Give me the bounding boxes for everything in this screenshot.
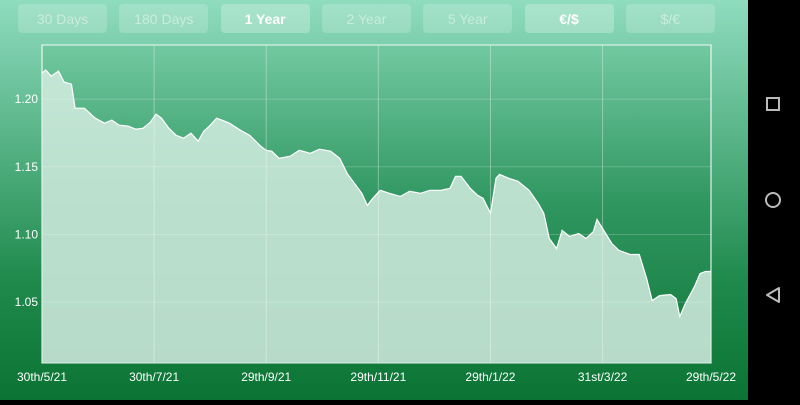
android-nav-bar (748, 0, 800, 400)
y-tick-label: 1.05 (15, 295, 39, 309)
x-tick-label: 30th/7/21 (129, 370, 179, 384)
y-tick-label: 1.10 (15, 227, 39, 241)
series-line (41, 69, 711, 319)
y-tick-label: 1.15 (15, 160, 39, 174)
x-tick-label: 29th/5/22 (686, 370, 736, 384)
range-button-3[interactable]: 2 Year (321, 4, 411, 33)
square-recent-apps-icon[interactable] (766, 97, 780, 111)
range-button-2[interactable]: 1 Year (220, 4, 310, 33)
area-fill (42, 70, 711, 363)
range-button-0[interactable]: 30 Days (18, 4, 107, 33)
x-tick-label: 29th/9/21 (241, 370, 291, 384)
range-button-1[interactable]: 180 Days (119, 4, 209, 33)
x-tick-label: 31st/3/22 (578, 370, 628, 384)
triangle-back-icon[interactable] (766, 287, 780, 303)
range-button-6[interactable]: $/€ (625, 4, 715, 33)
range-button-5[interactable]: €/$ (524, 4, 614, 33)
circle-home-icon[interactable] (765, 192, 781, 208)
x-tick-label: 29th/11/21 (350, 370, 406, 384)
range-button-4[interactable]: 5 Year (423, 4, 513, 33)
y-tick-label: 1.20 (15, 92, 39, 106)
x-tick-label: 30th/5/21 (17, 370, 67, 384)
app-screen: 30 Days 180 Days 1 Year 2 Year 5 Year €/$ $/€ … (0, 0, 748, 400)
exchange-rate-chart: 30th/5/21 30th/7/21 29th/9/21 29th/11/21 29t… (15, 44, 736, 384)
x-tick-label: 29th/1/22 (465, 370, 515, 384)
